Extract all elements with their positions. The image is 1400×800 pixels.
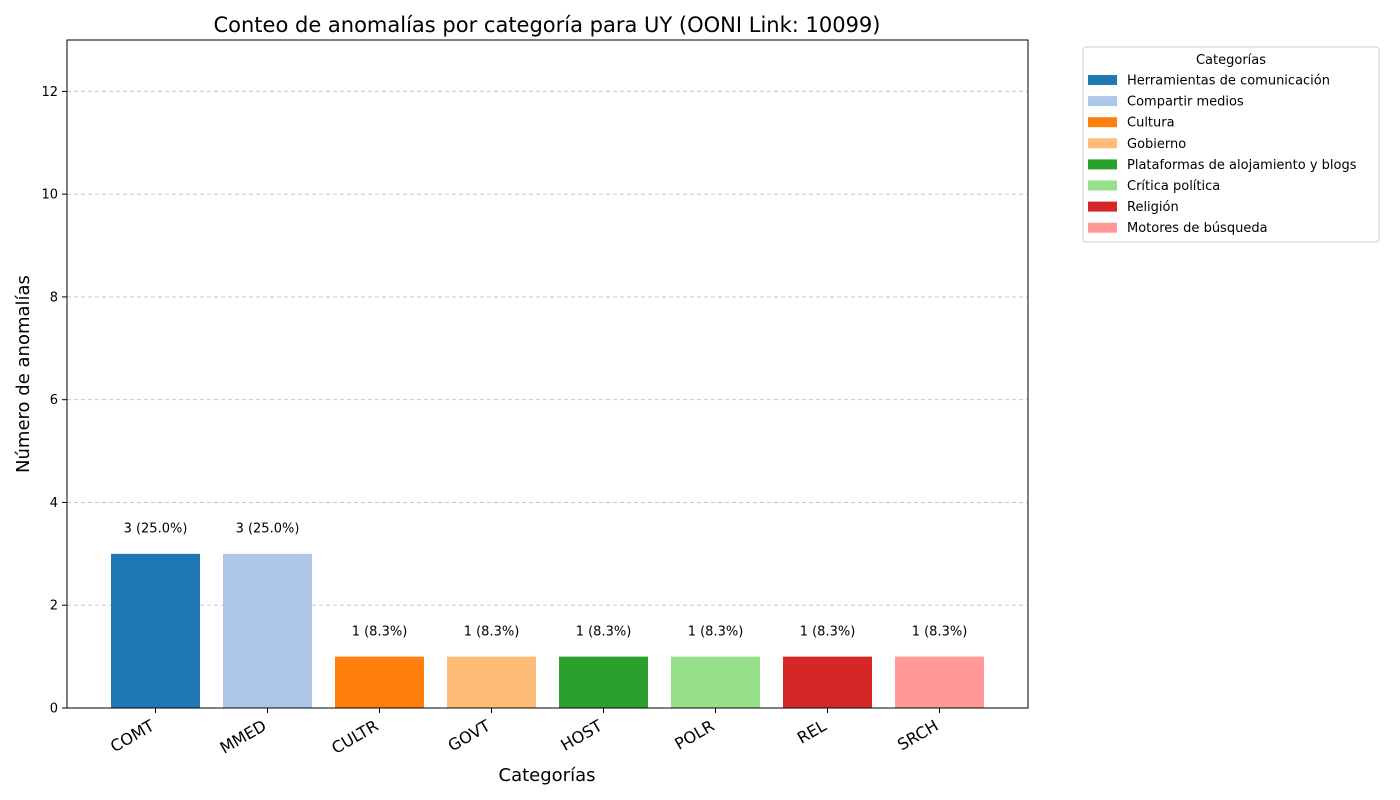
bar-value-label: 1 (8.3%) (576, 624, 632, 639)
y-tick-label: 12 (41, 85, 58, 100)
bar-polr (671, 656, 760, 708)
legend-entry-label: Plataformas de alojamiento y blogs (1127, 158, 1357, 173)
x-tick-label: POLR (671, 716, 717, 754)
x-tick-label: GOVT (445, 716, 494, 755)
bar-value-label: 1 (8.3%) (352, 624, 408, 639)
legend-swatch (1088, 201, 1117, 212)
legend: Categorías Herramientas de comunicación C… (1082, 46, 1380, 243)
bar-govt (447, 656, 536, 708)
legend-box (1082, 46, 1380, 243)
y-tick-label: 0 (50, 702, 58, 717)
grid-lines (67, 90, 1028, 606)
legend-swatch (1088, 117, 1117, 128)
bar-mmed (223, 553, 312, 708)
bar-value-label: 1 (8.3%) (464, 624, 520, 639)
legend-title: Categorías (1196, 53, 1266, 68)
x-tick-label: COMT (107, 716, 158, 756)
x-axis-label: Categorías (499, 765, 596, 786)
y-axis-ticks: 0 2 4 6 8 10 12 (41, 85, 67, 717)
bar-host (559, 656, 648, 708)
bar-value-label: 3 (25.0%) (236, 522, 300, 537)
bar-labels: 3 (25.0%) 3 (25.0%) 1 (8.3%) 1 (8.3%) 1 (8.3… (124, 522, 968, 640)
legend-entry-label: Gobierno (1127, 137, 1186, 152)
bar-srch (895, 656, 984, 708)
legend-items: Herramientas de comunicación Compartir me… (1088, 74, 1357, 236)
legend-entry-label: Motores de búsqueda (1127, 221, 1268, 236)
chart-title: Conteo de anomalías por categoría para U… (213, 13, 880, 37)
bar-rel (783, 656, 872, 708)
y-tick-label: 8 (50, 290, 58, 305)
x-axis-ticks: COMT MMED CULTR GOVT HOST POLR REL SRCH (107, 708, 942, 758)
x-tick-label: CULTR (328, 716, 381, 758)
x-tick-label: REL (794, 716, 830, 748)
legend-swatch (1088, 96, 1117, 107)
y-tick-label: 4 (50, 496, 58, 511)
legend-entry-label: Cultura (1127, 116, 1175, 131)
legend-swatch (1088, 159, 1117, 170)
plot-frame (66, 39, 1029, 709)
legend-entry-label: Herramientas de comunicación (1127, 74, 1330, 89)
x-tick-label: HOST (557, 716, 605, 755)
legend-swatch (1088, 75, 1117, 85)
bar-value-label: 3 (25.0%) (124, 522, 188, 537)
legend-swatch (1088, 180, 1117, 191)
bar-value-label: 1 (8.3%) (912, 624, 968, 639)
legend-entry-label: Crítica política (1127, 179, 1220, 194)
y-axis-label: Número de anomalías (13, 275, 34, 473)
legend-entry-label: Religión (1127, 200, 1179, 215)
y-tick-label: 2 (50, 599, 58, 614)
y-tick-label: 10 (41, 188, 58, 203)
legend-entry-label: Compartir medios (1127, 95, 1244, 110)
legend-swatch (1088, 222, 1117, 233)
bar-value-label: 1 (8.3%) (688, 624, 744, 639)
y-tick-label: 6 (50, 393, 58, 408)
x-tick-label: MMED (217, 716, 270, 757)
bar-comt (111, 553, 200, 708)
bars (111, 553, 984, 708)
x-tick-label: SRCH (894, 716, 941, 754)
bar-value-label: 1 (8.3%) (800, 624, 856, 639)
bar-cultr (335, 656, 424, 708)
legend-swatch (1088, 138, 1117, 149)
